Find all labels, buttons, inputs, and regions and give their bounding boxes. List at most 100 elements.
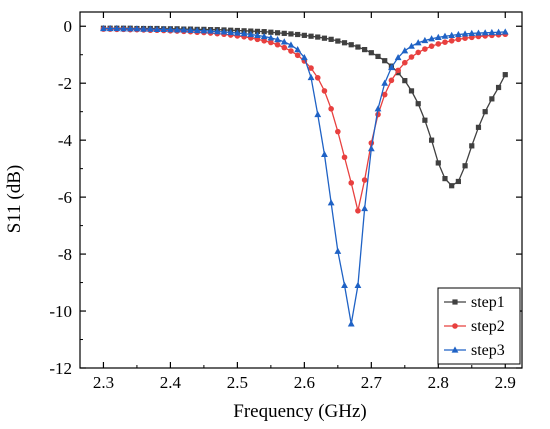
data-point-step3 [100,24,107,32]
data-point-step1 [321,35,328,41]
data-point-step3 [441,32,449,39]
data-point-step3 [495,28,502,35]
x-tick-label: 2.9 [495,373,516,392]
data-point-step3 [113,24,121,32]
data-point-step1 [348,42,354,48]
series-step3 [100,24,509,327]
legend-label-step2: step2 [471,318,505,335]
data-point-step1 [462,163,468,169]
data-point-step3 [421,36,429,44]
data-point-step3 [120,25,127,32]
data-point-step1 [489,96,495,102]
y-tick-label: 0 [64,17,73,36]
data-point-step3 [260,32,268,40]
legend-label-step3: step3 [471,342,505,359]
data-point-step2 [288,48,294,54]
data-point-step1 [475,124,482,130]
data-point-step1 [368,50,374,56]
plot-area [100,24,509,327]
data-point-step3 [374,105,382,112]
data-point-step2 [442,39,448,45]
data-point-step2 [314,74,321,81]
data-point-step2 [408,54,415,60]
data-point-step2 [455,36,462,43]
data-point-step1 [422,117,428,123]
data-point-step3 [220,28,228,35]
data-point-step3 [133,25,141,32]
data-point-step3 [247,30,255,38]
y-tick-label: -4 [58,131,73,150]
data-point-step2 [274,41,281,48]
data-point-step3 [388,63,395,71]
data-point-step2 [328,106,334,112]
data-point-step1 [254,28,261,34]
y-tick-label: -6 [58,188,72,207]
data-point-step3 [126,25,134,32]
data-point-step1 [268,29,274,35]
data-point-step3 [227,28,235,36]
data-point-step2 [381,91,388,98]
legend-marker-step1 [452,299,458,305]
data-point-step1 [308,33,314,39]
data-point-step3 [314,110,322,118]
data-point-step3 [475,29,482,36]
data-point-step1 [288,31,294,37]
data-point-step1 [315,34,321,40]
data-point-step1 [455,178,461,185]
data-point-step3 [461,30,469,37]
data-point-step1 [415,101,421,107]
data-point-step3 [200,27,208,34]
data-point-step2 [361,177,368,183]
data-point-step3 [408,42,415,49]
x-tick-label: 2.7 [361,373,383,392]
data-point-step3 [207,27,214,34]
data-point-step2 [435,41,442,47]
data-point-step3 [488,28,496,36]
data-point-step3 [240,30,248,37]
axis-ticks: 2.3 2.4 2.5 2.6 2.7 2.8 2.9 0 -2 -4 -6 -8 -10 -12 [49,12,522,392]
plot-frame [79,11,523,369]
data-point-step3 [173,26,181,33]
data-point-step1 [261,29,267,35]
data-point-step1 [274,30,281,36]
data-point-step3 [394,53,402,61]
data-point-step3 [448,31,456,38]
data-point-step2 [335,128,341,135]
data-point-step3 [468,29,476,36]
data-point-step3 [254,31,261,38]
legend-marker-step3 [451,346,459,353]
data-point-step1 [281,30,287,36]
data-point-step3 [233,29,241,36]
data-point-step3 [401,47,409,54]
data-point-step3 [454,30,462,38]
data-point-step2 [321,88,328,94]
data-point-step3 [140,25,148,32]
data-point-step1 [341,40,348,46]
data-point-step3 [501,28,509,35]
data-point-step2 [348,180,355,186]
data-point-step1 [469,143,475,149]
data-point-step1 [435,160,441,166]
data-point-step1 [295,31,301,38]
data-point-step2 [428,43,435,49]
data-point-step3 [361,204,369,212]
data-point-step3 [347,320,355,327]
data-point-step1 [301,32,307,38]
data-point-step3 [434,33,442,40]
data-point-step2 [281,44,288,51]
data-point-step3 [341,281,348,289]
data-point-step3 [153,25,161,32]
data-point-step3 [300,53,308,61]
data-point-step1 [335,38,341,44]
x-axis-label: Frequency (GHz) [233,401,366,422]
data-point-step3 [160,25,168,32]
data-point-step3 [274,36,281,43]
data-point-step1 [482,109,488,115]
x-tick-label: 2.4 [160,373,182,392]
data-point-step2 [415,49,421,56]
data-point-step3 [381,79,389,86]
data-point-step1 [495,84,502,91]
data-point-step2 [268,39,274,46]
